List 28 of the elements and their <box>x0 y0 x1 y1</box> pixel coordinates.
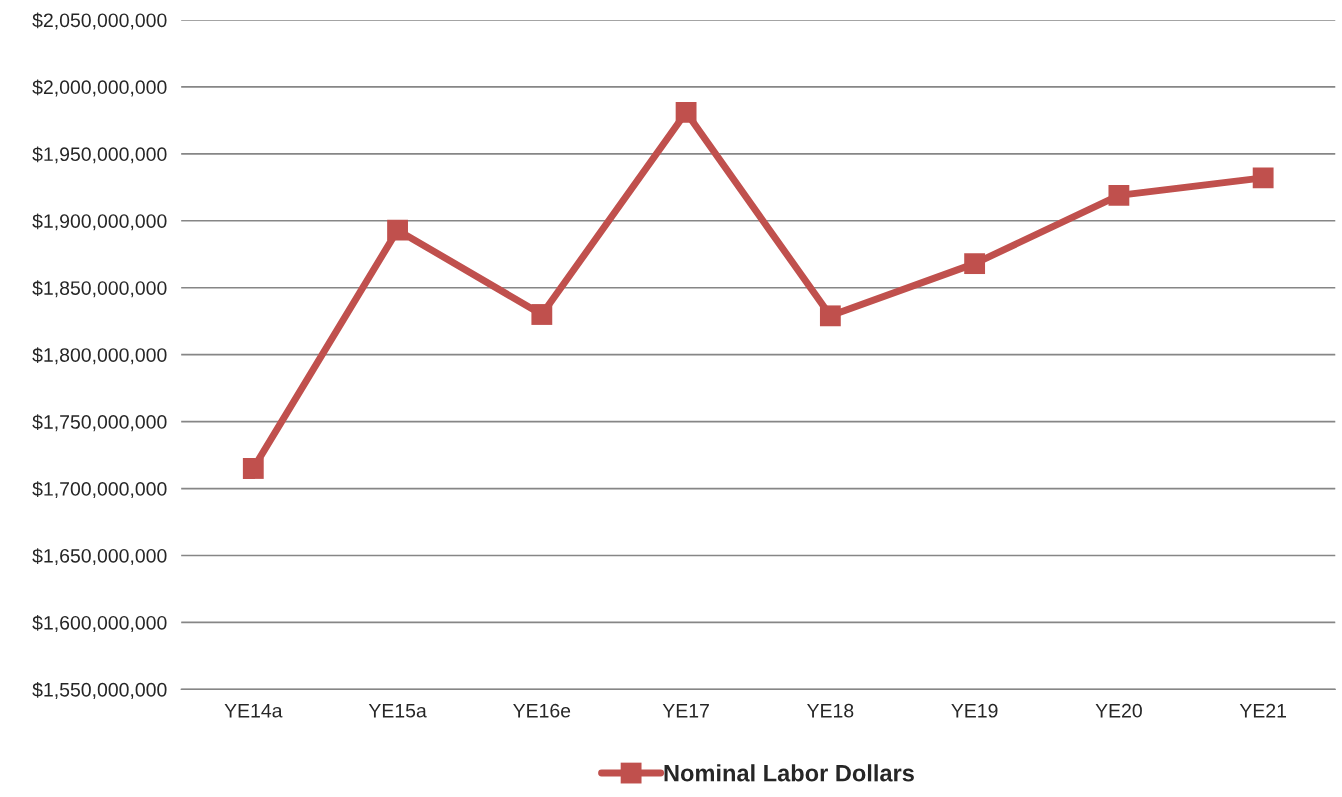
point <box>675 101 697 123</box>
y-tick-label: $1,700,000,000 <box>32 481 167 499</box>
x-tick-label: YE15a <box>368 704 427 718</box>
x-tick-label: YE17 <box>662 704 709 718</box>
point <box>531 304 553 325</box>
y-tick-label: $1,900,000,000 <box>32 213 167 231</box>
point <box>964 253 986 275</box>
point <box>1252 167 1274 189</box>
x-tick-label: YE14a <box>224 704 283 718</box>
y-tick-label: $1,600,000,000 <box>32 615 167 632</box>
point <box>1108 184 1130 206</box>
y-tick-label: $1,550,000,000 <box>32 682 167 699</box>
y-tick-label: $2,050,000,000 <box>32 12 167 30</box>
y-tick-label: $1,950,000,000 <box>32 146 167 164</box>
y-tick-label: $1,650,000,000 <box>32 548 167 566</box>
legend-label: Nominal Labor Dollars <box>664 764 914 782</box>
y-tick-label: $1,750,000,000 <box>32 414 167 432</box>
y-tick-label: $1,800,000,000 <box>32 347 167 365</box>
x-tick-label: YE16e <box>513 703 571 718</box>
y-tick-label: $2,000,000,000 <box>32 79 167 97</box>
point <box>819 305 841 327</box>
x-tick-label: YE21 <box>1239 703 1286 718</box>
y-tick-label: $1,850,000,000 <box>32 280 167 298</box>
x-tick-label: YE19 <box>951 703 998 718</box>
x-tick-label: YE18 <box>807 703 854 718</box>
x-tick-label: YE20 <box>1095 703 1142 718</box>
point <box>387 219 408 241</box>
point <box>242 458 264 479</box>
